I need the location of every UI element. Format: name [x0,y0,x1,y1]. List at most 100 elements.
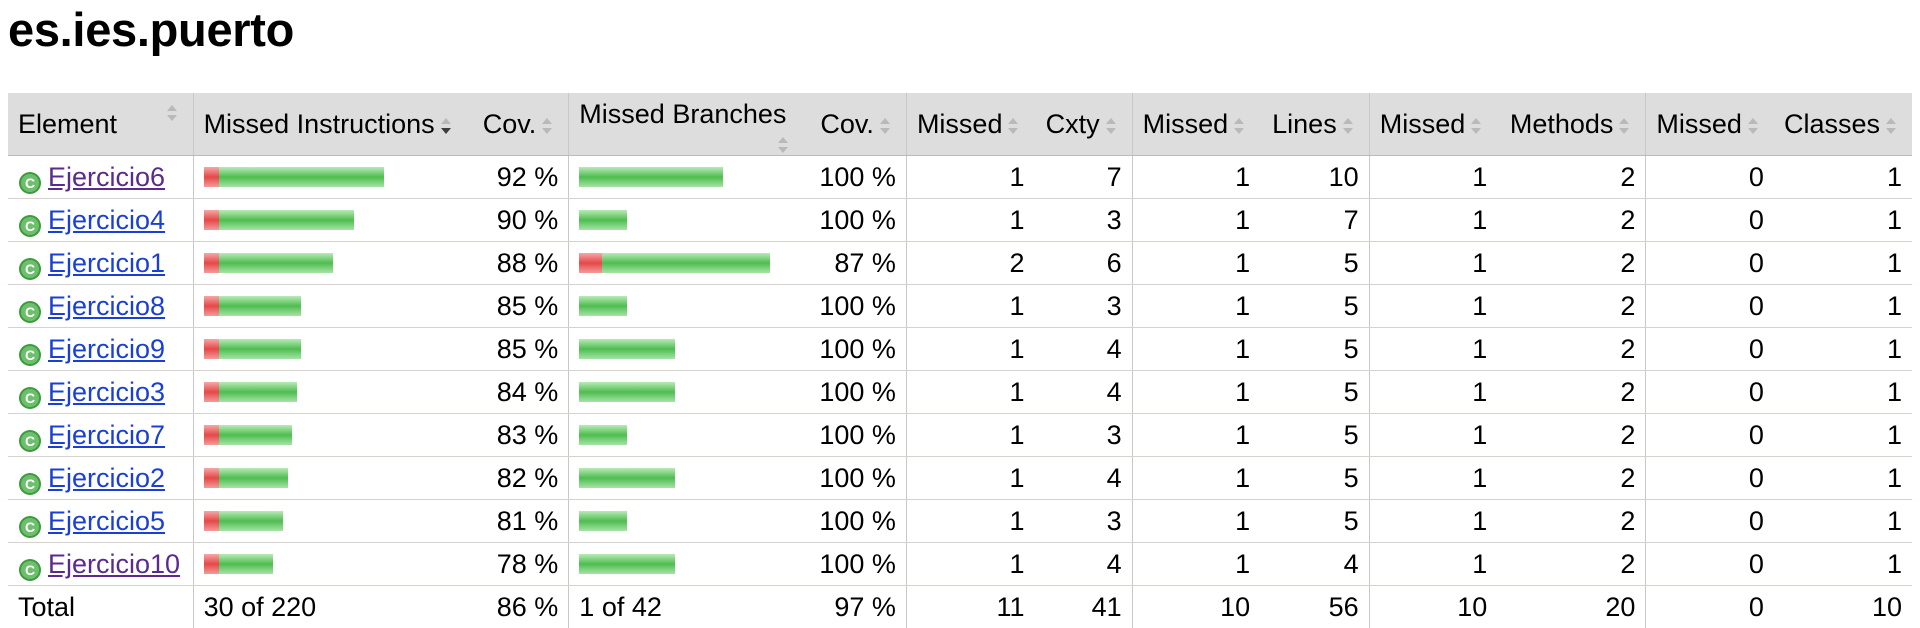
element-cell: C Ejercicio2 [8,457,193,500]
class-link[interactable]: Ejercicio9 [48,328,165,370]
total-cxty: 41 [1034,586,1132,628]
total-row: Total 30 of 220 86 % 1 of 42 97 % 11 41 … [8,586,1912,628]
covered-segment [219,296,302,316]
covered-segment [579,167,723,187]
missed-instructions-bar-cell [193,543,467,586]
instructions-cov: 81 % [467,500,569,543]
classes: 1 [1774,199,1912,242]
col-branches-cov[interactable]: Cov. [804,93,907,156]
missed-cxty: 1 [906,285,1034,328]
total-methods: 20 [1497,586,1646,628]
missed-branches-bar-cell [569,543,804,586]
missed-lines: 1 [1132,328,1260,371]
instructions-cov: 84 % [467,371,569,414]
col-instructions-cov[interactable]: Cov. [467,93,569,156]
col-missed-cxty[interactable]: Missed [906,93,1034,156]
sort-icon [1617,116,1635,136]
missed-segment [204,554,219,574]
col-missed-branches-label: Missed Branches [579,99,786,129]
missed-methods: 1 [1369,457,1497,500]
svg-text:C: C [25,175,35,191]
svg-text:C: C [25,476,35,492]
cxty: 4 [1034,328,1132,371]
col-missed-methods[interactable]: Missed [1369,93,1497,156]
class-icon: C [18,509,42,533]
col-lines[interactable]: Lines [1260,93,1369,156]
col-missed-classes[interactable]: Missed [1646,93,1774,156]
col-classes[interactable]: Classes [1774,93,1912,156]
missed-classes: 0 [1646,242,1774,285]
svg-text:C: C [25,390,35,406]
covered-segment [219,167,384,187]
class-icon: C [18,552,42,576]
svg-text:C: C [25,261,35,277]
col-missed-branches[interactable]: Missed Branches [569,93,804,156]
missed-methods: 1 [1369,285,1497,328]
sort-icon [1469,116,1487,136]
cxty: 4 [1034,457,1132,500]
missed-segment [204,468,219,488]
col-element-label: Element [18,109,117,139]
missed-classes: 0 [1646,500,1774,543]
instructions-coverage-bar [204,382,457,402]
missed-classes: 0 [1646,285,1774,328]
class-link[interactable]: Ejercicio7 [48,414,165,456]
class-link[interactable]: Ejercicio6 [48,156,165,198]
col-methods[interactable]: Methods [1497,93,1646,156]
sort-icon [776,135,794,155]
sort-icon [1341,116,1359,136]
class-link[interactable]: Ejercicio10 [48,543,180,585]
branches-cov: 100 % [804,500,907,543]
covered-segment [219,554,273,574]
col-missed-lines[interactable]: Missed [1132,93,1260,156]
missed-methods: 1 [1369,156,1497,199]
instructions-coverage-bar [204,210,457,230]
missed-cxty: 1 [906,457,1034,500]
methods: 2 [1497,371,1646,414]
covered-segment [219,253,333,273]
missed-segment [204,382,219,402]
class-link[interactable]: Ejercicio4 [48,199,165,241]
branches-cov: 100 % [804,328,907,371]
missed-segment [204,167,219,187]
class-link[interactable]: Ejercicio1 [48,242,165,284]
methods: 2 [1497,414,1646,457]
missed-instructions-bar-cell [193,328,467,371]
sort-icon [1104,116,1122,136]
col-missed-instructions[interactable]: Missed Instructions [193,93,467,156]
branches-coverage-bar [579,554,794,574]
lines: 5 [1260,242,1369,285]
class-link[interactable]: Ejercicio3 [48,371,165,413]
covered-segment [219,425,293,445]
instructions-cov: 85 % [467,328,569,371]
total-lines: 56 [1260,586,1369,628]
class-icon: C [18,466,42,490]
col-element[interactable]: Element [8,93,193,156]
branches-cov: 100 % [804,156,907,199]
instructions-coverage-bar [204,554,457,574]
lines: 5 [1260,457,1369,500]
header-row: Element Missed Instructions Cov. Missed … [8,93,1912,156]
svg-text:C: C [25,562,35,578]
instructions-coverage-bar [204,468,457,488]
class-link[interactable]: Ejercicio5 [48,500,165,542]
methods: 2 [1497,199,1646,242]
missed-methods: 1 [1369,543,1497,586]
class-link[interactable]: Ejercicio2 [48,457,165,499]
col-cxty[interactable]: Cxty [1034,93,1132,156]
missed-classes: 0 [1646,371,1774,414]
class-link[interactable]: Ejercicio8 [48,285,165,327]
branches-coverage-bar [579,382,794,402]
missed-branches-bar-cell [569,156,804,199]
branches-coverage-bar [579,511,794,531]
branches-coverage-bar [579,253,794,273]
svg-text:C: C [25,304,35,320]
class-icon: C [18,165,42,189]
missed-methods: 1 [1369,242,1497,285]
